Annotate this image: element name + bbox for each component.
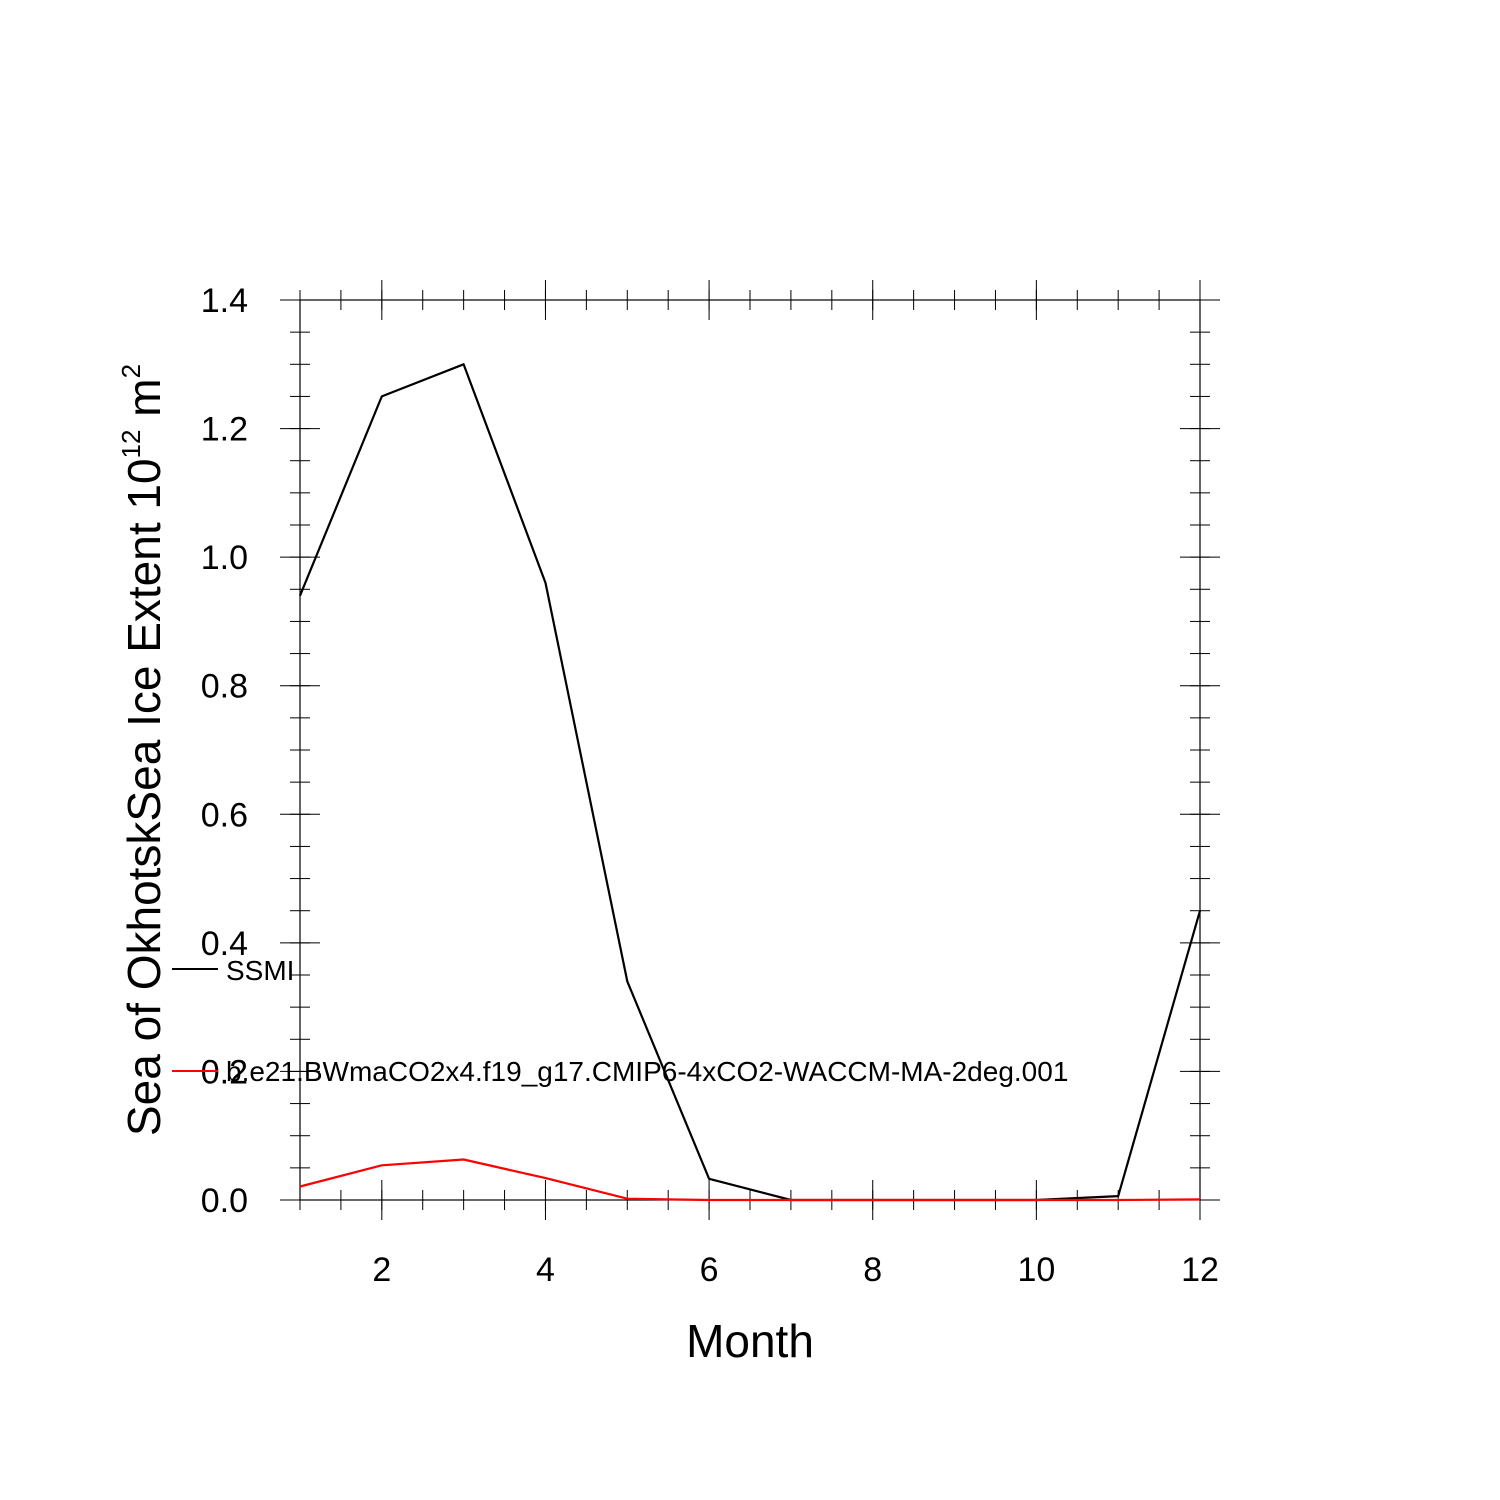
y-tick-label: 0.8 [201,668,248,706]
legend: SSMI b.e21.BWmaCO2x4.f19_g17.CMIP6-4xCO2… [172,955,1068,1087]
y-tick-labels: 0.0 0.2 0.4 0.6 0.8 1.0 1.2 1.4 [201,282,248,1220]
y-axis-label: Sea of OkhotskSea Ice Extent 1012 m2 [116,364,170,1136]
y-axis-label-unit-exponent: 2 [116,364,146,378]
legend-label-ssmi: SSMI [226,955,294,986]
y-tick-label: 0.0 [201,1182,248,1220]
y-tick-label: 1.4 [201,282,248,320]
x-tick-label: 6 [700,1251,719,1289]
major-ticks [280,280,1220,1220]
y-tick-label: 0.6 [201,796,248,834]
x-tick-label: 4 [536,1251,555,1289]
x-tick-label: 8 [863,1251,882,1289]
y-axis-label-unit: m [118,378,170,429]
x-axis-label: Month [686,1315,814,1367]
x-tick-labels: 2 4 6 8 10 12 [372,1251,1219,1289]
y-tick-label: 0.2 [201,1053,248,1091]
y-tick-label: 1.0 [201,539,248,577]
y-tick-label: 0.4 [201,925,248,963]
x-tick-label: 10 [1017,1251,1055,1289]
y-tick-label: 1.2 [201,411,248,449]
legend-label-model-run: b.e21.BWmaCO2x4.f19_g17.CMIP6-4xCO2-WACC… [226,1056,1068,1087]
y-axis-label-text: Sea of OkhotskSea Ice Extent 10 [118,458,170,1136]
series-lines [298,363,1202,1202]
series-line-model-run [299,1158,1201,1202]
x-tick-label: 12 [1181,1251,1219,1289]
x-tick-label: 2 [372,1251,391,1289]
y-axis-label-exponent: 12 [116,430,146,459]
